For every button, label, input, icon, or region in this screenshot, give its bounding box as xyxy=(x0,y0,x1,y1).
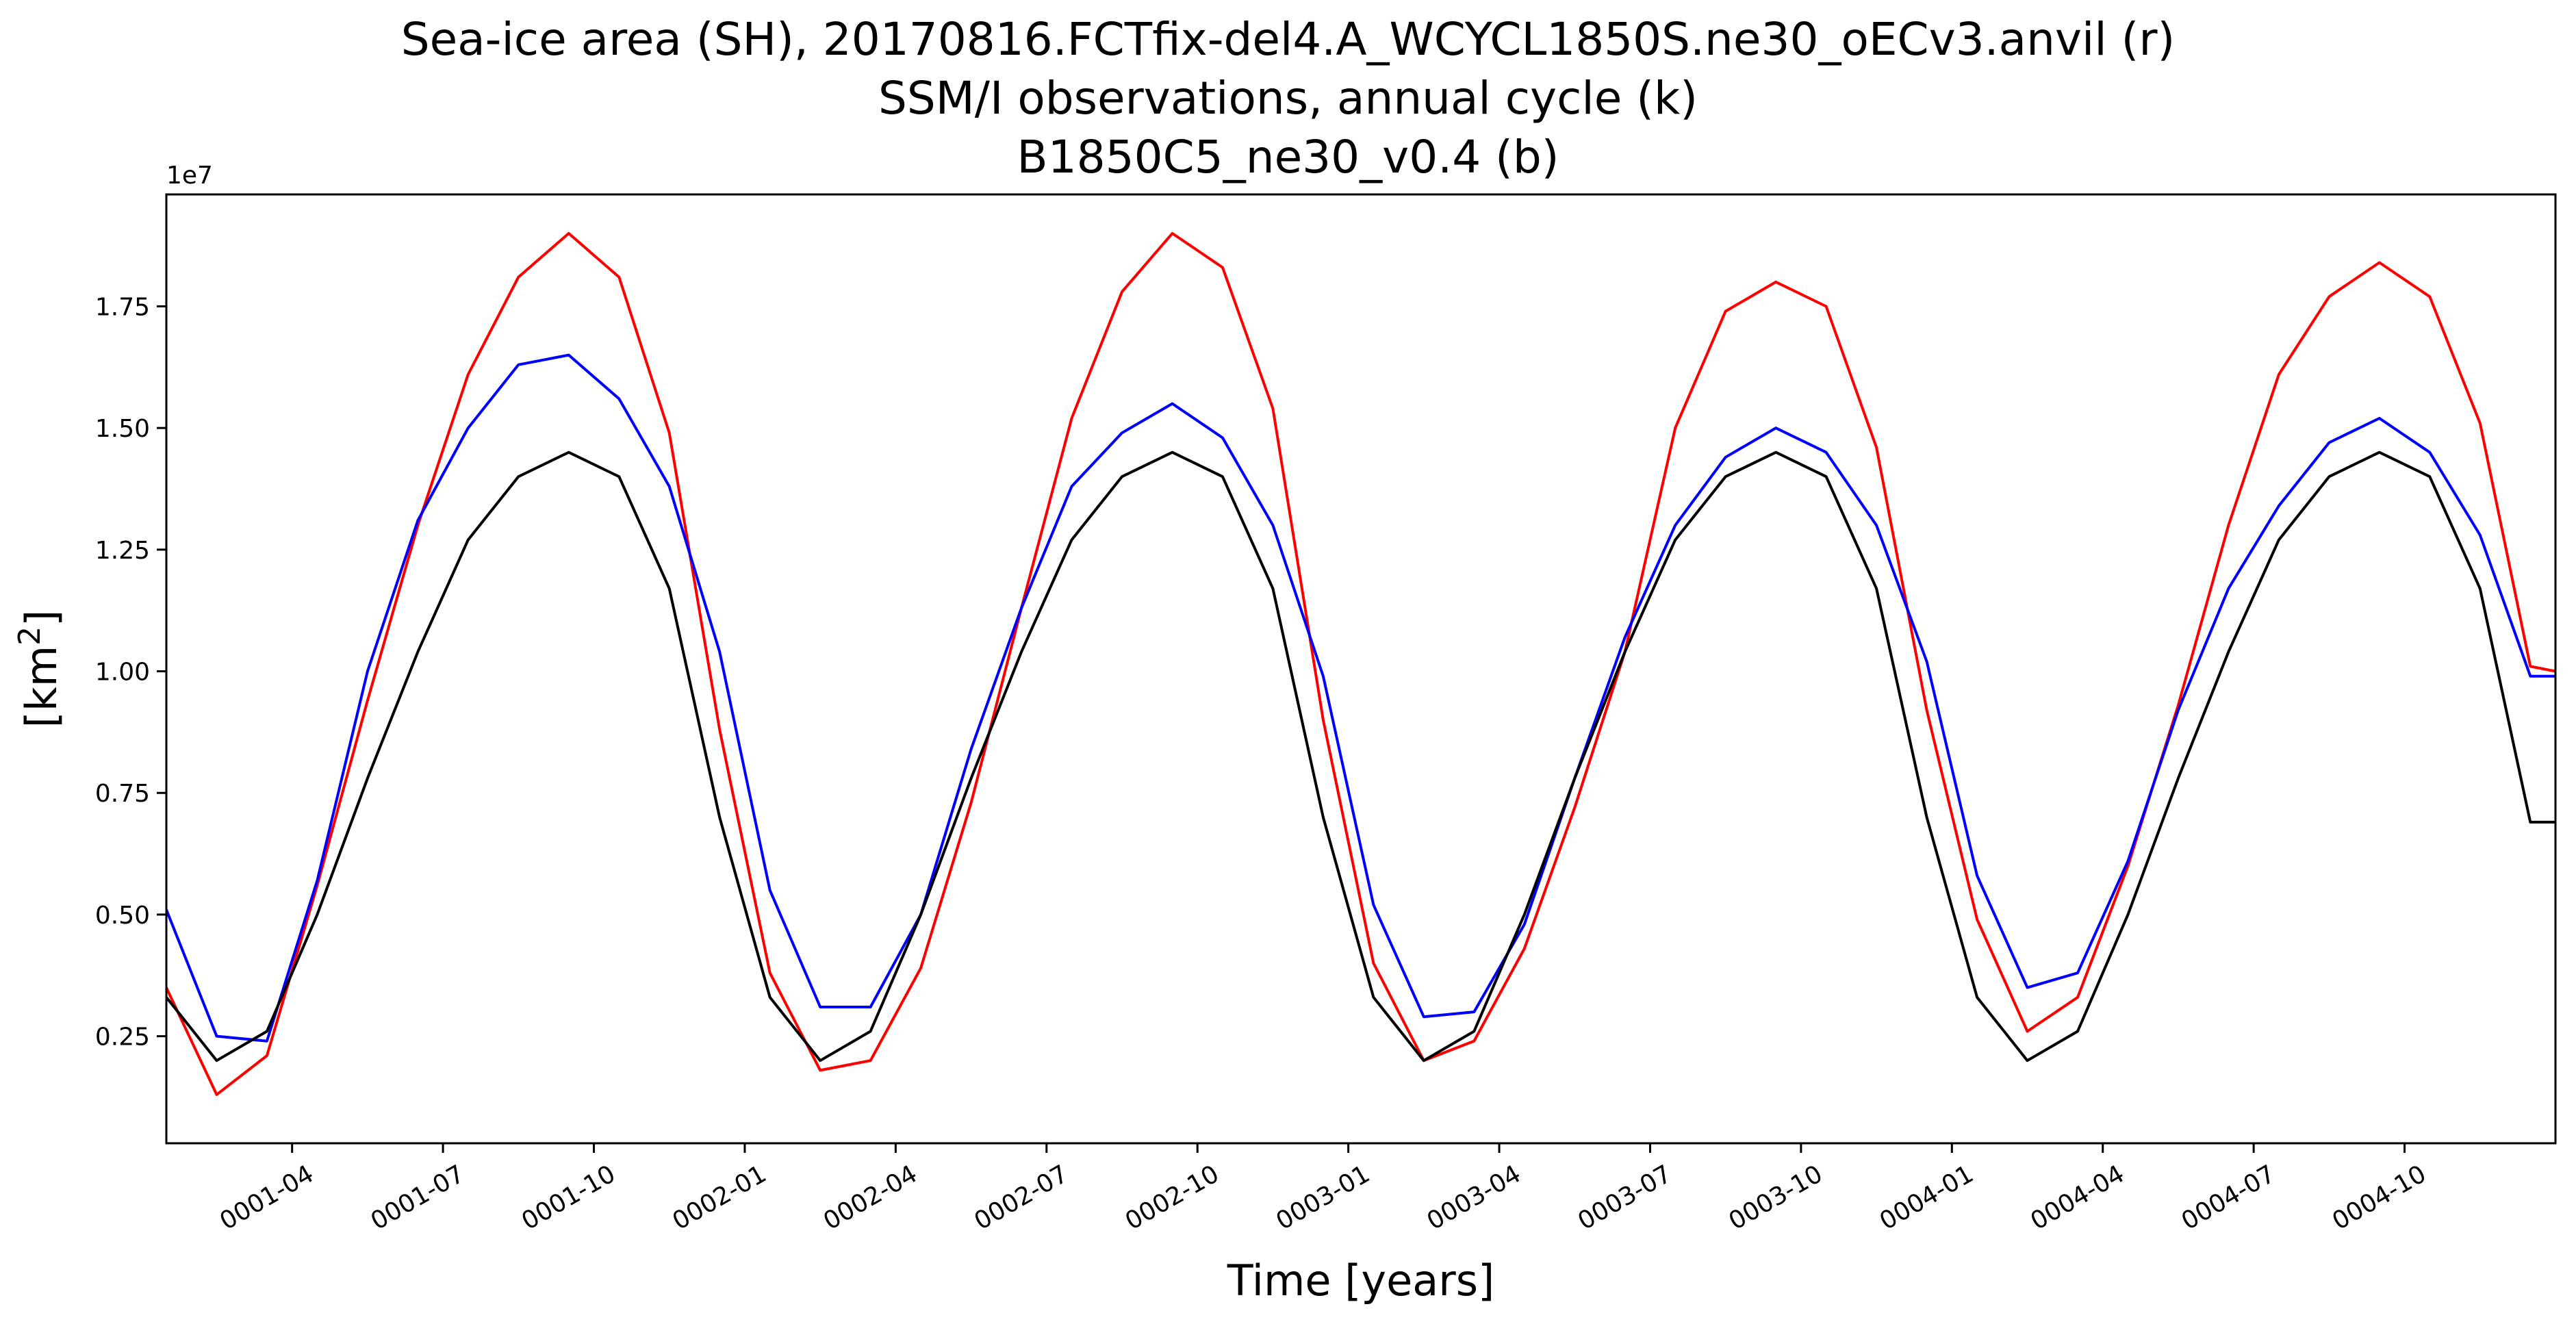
y-tick-label: 0.25 xyxy=(95,1023,150,1052)
chart-title-line-3: B1850C5_ne30_v0.4 (b) xyxy=(1017,131,1559,183)
x-axis-label: Time [years] xyxy=(1227,1256,1494,1306)
series-line-0 xyxy=(166,231,2555,1096)
y-tick-label: 1.00 xyxy=(95,659,150,687)
x-tick-label: 0004-04 xyxy=(2026,1160,2129,1236)
series-line-1 xyxy=(166,353,2555,1043)
y-axis: 0.25 0.50 0.75 1.00 1.25 1.50 1.75 xyxy=(95,293,166,1052)
x-tick-label: 0003-07 xyxy=(1573,1160,1676,1236)
chart-title-line-2: SSM/I observations, annual cycle (k) xyxy=(878,72,1698,125)
x-tick-label: 0002-10 xyxy=(1121,1160,1224,1236)
x-tick-label: 0002-01 xyxy=(668,1160,771,1236)
y-tick-label: 0.50 xyxy=(95,902,150,930)
x-tick-label: 0002-07 xyxy=(970,1160,1073,1236)
x-tick-label: 0002-04 xyxy=(819,1160,922,1236)
chart-title-line-1: Sea-ice area (SH), 20170816.FCTfix-del4.… xyxy=(400,13,2176,66)
y-tick-label: 1.50 xyxy=(95,415,150,443)
x-tick-label: 0001-04 xyxy=(215,1160,318,1236)
x-tick-label: 0004-07 xyxy=(2177,1160,2280,1236)
x-tick-label: 0001-07 xyxy=(366,1160,470,1236)
x-tick-label: 0003-04 xyxy=(1423,1160,1526,1236)
y-axis-label: [km2] xyxy=(12,610,66,728)
x-tick-label: 0003-01 xyxy=(1271,1160,1375,1236)
y-tick-label: 1.75 xyxy=(95,293,150,321)
x-axis: 0001-04 0001-07 0001-10 0002-01 0002-04 0002-… xyxy=(215,1143,2431,1236)
y-tick-label: 0.75 xyxy=(95,780,150,808)
series-line-2 xyxy=(166,450,2555,1062)
y-offset-label: 1e7 xyxy=(166,162,213,190)
y-tick-label: 1.25 xyxy=(95,537,150,565)
x-tick-label: 0004-10 xyxy=(2328,1160,2431,1236)
plot-frame xyxy=(165,193,2557,1145)
x-tick-label: 0004-01 xyxy=(1875,1160,1978,1236)
x-tick-label: 0001-10 xyxy=(517,1160,620,1236)
x-tick-label: 0003-10 xyxy=(1724,1160,1828,1236)
series-layer xyxy=(166,231,2555,1096)
